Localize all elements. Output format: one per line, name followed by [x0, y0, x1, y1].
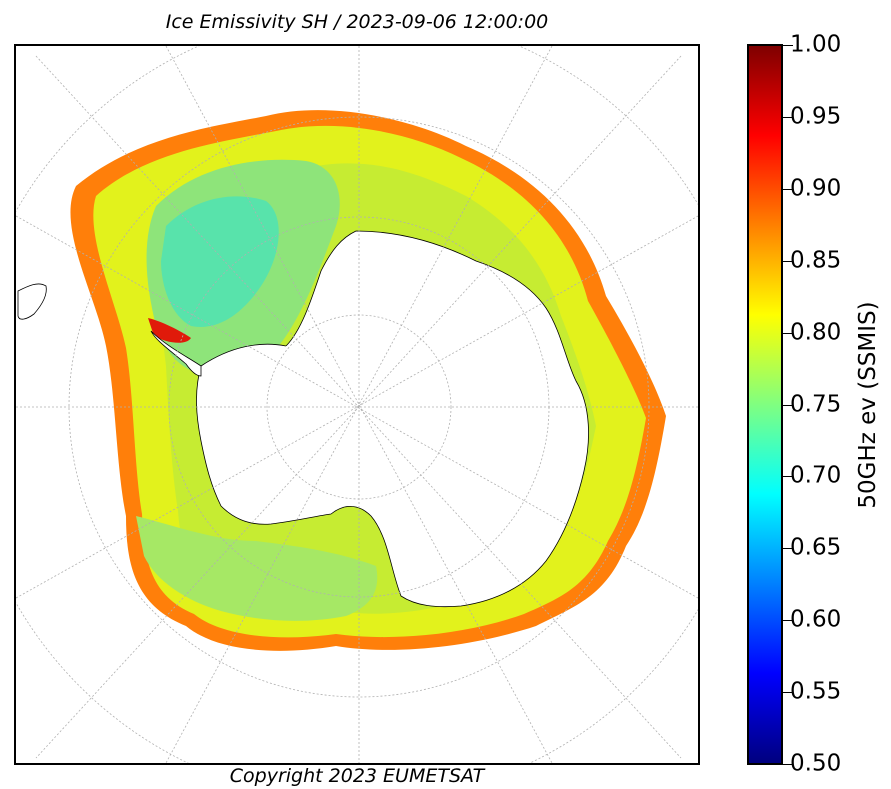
colorbar-tick-label: 0.75	[790, 391, 842, 417]
sea-ice-map	[16, 46, 698, 763]
colorbar-tick	[783, 404, 793, 406]
weddell-sea-core	[161, 196, 279, 327]
colorbar-tick	[783, 116, 793, 118]
colorbar-tick-label: 0.95	[790, 103, 842, 130]
colorbar	[747, 44, 783, 765]
colorbar-tick	[783, 45, 793, 46]
ice-shelf-opening	[278, 346, 307, 388]
colorbar-tick-label: 0.90	[790, 175, 842, 202]
lat-lon-grid	[16, 46, 698, 763]
colorbar-tick-label: 0.70	[790, 462, 842, 489]
colorbar-tick-label: 0.55	[790, 678, 842, 705]
high-emissivity-patch	[148, 318, 191, 343]
colorbar-tick-label: 1.00	[790, 31, 842, 58]
south-america-land	[17, 283, 47, 320]
colorbar-tick-label: 0.80	[790, 319, 842, 346]
polar-map	[14, 44, 700, 765]
colorbar-label: 50GHz ev (SSMIS)	[855, 301, 881, 509]
colorbar-tick-label: 0.85	[790, 247, 842, 274]
colorbar-tick	[783, 188, 793, 190]
colorbar-tick	[783, 692, 793, 694]
ross-sea-ice	[136, 516, 378, 621]
colorbar-tick	[783, 332, 793, 334]
colorbar-tick-label: 0.65	[790, 534, 842, 561]
colorbar-tick-label: 0.60	[790, 606, 842, 633]
antarctica-land	[196, 230, 589, 608]
antarctic-peninsula	[150, 330, 202, 377]
colorbar-tick	[783, 476, 793, 478]
colorbar-tick	[783, 260, 793, 262]
copyright-text: Copyright 2023 EUMETSAT	[229, 765, 485, 787]
colorbar-tick-label: 0.50	[790, 750, 842, 777]
figure-title: Ice Emissivity SH / 2023-09-06 12:00:00	[165, 11, 549, 33]
colorbar-tick	[783, 620, 793, 622]
colorbar-tick	[783, 548, 793, 550]
colorbar-tick	[783, 764, 793, 765]
